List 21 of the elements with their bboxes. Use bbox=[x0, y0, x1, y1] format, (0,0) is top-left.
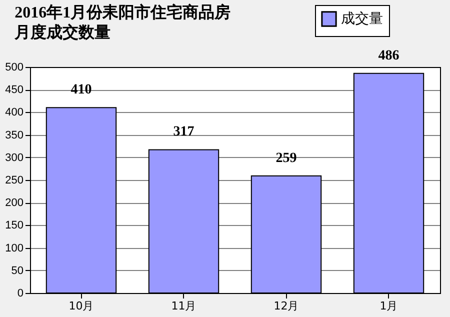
x-tick-label: 12月 bbox=[274, 300, 299, 312]
y-tick-label: 450 bbox=[5, 84, 24, 96]
y-tick-label: 150 bbox=[5, 220, 24, 232]
y-tick-label: 300 bbox=[5, 152, 24, 164]
data-label: 317 bbox=[173, 124, 194, 140]
legend-label: 成交量 bbox=[341, 10, 383, 26]
y-tick-label: 0 bbox=[17, 288, 24, 300]
data-label: 410 bbox=[70, 82, 92, 98]
y-tick-label: 200 bbox=[5, 197, 24, 210]
data-label: 259 bbox=[276, 150, 297, 166]
y-tick-label: 350 bbox=[5, 129, 24, 142]
y-tick-label: 50 bbox=[11, 264, 24, 277]
data-label: 486 bbox=[378, 48, 400, 64]
x-tick-label: 1月 bbox=[380, 300, 398, 312]
x-tick-label: 10月 bbox=[68, 300, 94, 312]
y-tick-label: 500 bbox=[5, 62, 24, 74]
y-tick-label: 400 bbox=[5, 106, 24, 119]
chart-title: 2016年1月份耒阳市住宅商品房月度成交数量 bbox=[14, 2, 231, 42]
y-tick-label: 250 bbox=[5, 174, 24, 186]
x-tick-label: 11月 bbox=[171, 300, 196, 312]
y-tick-label: 100 bbox=[5, 242, 24, 254]
